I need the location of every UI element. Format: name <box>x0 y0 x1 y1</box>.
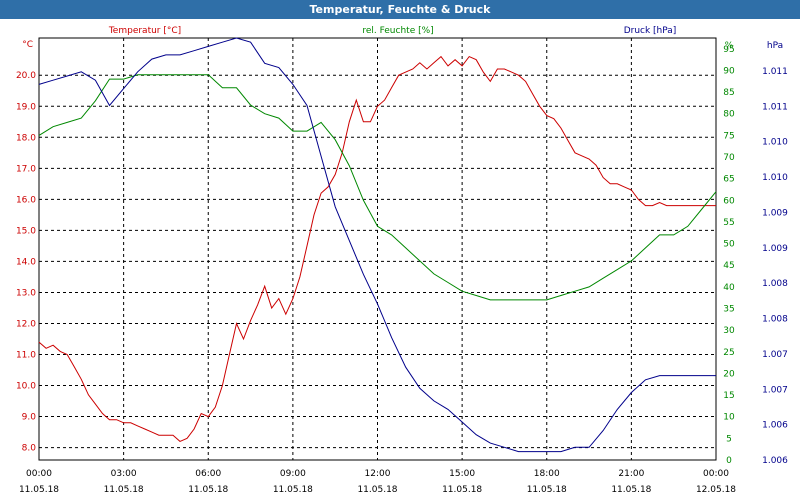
y-tick-pressure: 1.010 <box>762 138 788 148</box>
y-tick-pressure: 1.007 <box>762 350 788 360</box>
x-tick-date: 11.05.18 <box>188 485 228 495</box>
y-tick-humidity: 75 <box>723 131 734 141</box>
y-tick-temperature: 20.0 <box>16 71 36 81</box>
window-title: Temperatur, Feuchte & Druck <box>0 0 800 19</box>
series-line-temperature <box>38 55 716 442</box>
y-tick-pressure: 1.008 <box>762 315 788 325</box>
y-tick-humidity: 70 <box>723 153 735 163</box>
y-tick-temperature: 10.0 <box>16 382 36 392</box>
y-tick-temperature: 17.0 <box>16 164 36 174</box>
y-tick-humidity: 60 <box>723 196 735 206</box>
y-tick-pressure: 1.008 <box>762 279 788 289</box>
x-tick-time: 12:00 <box>365 469 391 479</box>
temperature-axis-label: Temperatur [°C] <box>108 26 181 36</box>
x-tick-date: 11.05.18 <box>104 485 144 495</box>
x-tick-time: 15:00 <box>449 469 475 479</box>
y-tick-pressure: 1.006 <box>762 421 788 431</box>
y-tick-humidity: 65 <box>723 175 734 185</box>
x-tick-date: 11.05.18 <box>357 485 397 495</box>
y-tick-pressure: 1.011 <box>762 67 788 77</box>
y-tick-pressure: 1.011 <box>762 102 788 112</box>
y-tick-humidity: 35 <box>723 305 734 315</box>
x-tick-time: 00:00 <box>26 469 52 479</box>
y-tick-humidity: 5 <box>726 434 732 444</box>
y-tick-pressure: 1.009 <box>762 244 788 254</box>
y-tick-temperature: 8.0 <box>22 444 37 454</box>
y-tick-temperature: 11.0 <box>16 351 36 361</box>
y-tick-temperature: 16.0 <box>16 195 36 205</box>
y-tick-humidity: 15 <box>723 391 734 401</box>
y-tick-temperature: 12.0 <box>16 319 36 329</box>
x-tick-time: 03:00 <box>111 469 137 479</box>
x-tick-date: 12.05.18 <box>696 485 736 495</box>
y-tick-temperature: 9.0 <box>22 413 37 423</box>
y-tick-pressure: 1.007 <box>762 385 788 395</box>
x-tick-time: 18:00 <box>534 469 560 479</box>
x-tick-date: 11.05.18 <box>611 485 651 495</box>
y-tick-humidity: 80 <box>723 110 735 120</box>
y-tick-pressure: 1.009 <box>762 208 788 218</box>
y-tick-humidity: 50 <box>723 240 735 250</box>
y-tick-humidity: 45 <box>723 261 734 271</box>
series-line-pressure <box>38 37 716 453</box>
y-tick-humidity: 10 <box>723 413 735 423</box>
y-tick-humidity: 30 <box>723 326 735 336</box>
x-tick-time: 09:00 <box>280 469 306 479</box>
pressure-axis-label: Druck [hPa] <box>624 26 677 36</box>
humidity-unit: % <box>725 41 734 51</box>
y-tick-humidity: 90 <box>723 66 735 76</box>
grid <box>39 38 716 460</box>
x-tick-date: 11.05.18 <box>442 485 482 495</box>
y-tick-humidity: 20 <box>723 369 735 379</box>
y-tick-temperature: 15.0 <box>16 226 36 236</box>
y-tick-humidity: 25 <box>723 348 734 358</box>
x-tick-time: 06:00 <box>195 469 221 479</box>
y-tick-humidity: 95 <box>723 45 734 55</box>
y-tick-temperature: 13.0 <box>16 288 36 298</box>
y-tick-humidity: 55 <box>723 218 734 228</box>
x-tick-time: 00:00 <box>703 469 729 479</box>
humidity-axis-label: rel. Feuchte [%] <box>362 26 433 36</box>
y-tick-temperature: 19.0 <box>16 102 36 112</box>
x-tick-date: 11.05.18 <box>273 485 313 495</box>
pressure-unit: hPa <box>767 41 783 51</box>
y-tick-humidity: 0 <box>726 456 732 466</box>
y-tick-humidity: 85 <box>723 88 734 98</box>
x-tick-date: 11.05.18 <box>19 485 59 495</box>
temperature-unit: °C <box>22 40 33 50</box>
y-tick-pressure: 1.010 <box>762 173 788 183</box>
x-tick-time: 21:00 <box>618 469 644 479</box>
chart-canvas: Temperatur [°C] rel. Feuchte [%] Druck [… <box>16 26 788 495</box>
series-lines <box>38 37 717 453</box>
y-tick-pressure: 1.006 <box>762 456 788 466</box>
x-tick-date: 11.05.18 <box>527 485 567 495</box>
y-tick-humidity: 40 <box>723 283 735 293</box>
y-tick-temperature: 18.0 <box>16 133 36 143</box>
tick-labels: 00:00 11.05.18 03:00 11.05.18 06:00 11.05.18 0… <box>16 45 788 495</box>
y-tick-temperature: 14.0 <box>16 257 36 267</box>
series-line-humidity <box>38 74 717 301</box>
